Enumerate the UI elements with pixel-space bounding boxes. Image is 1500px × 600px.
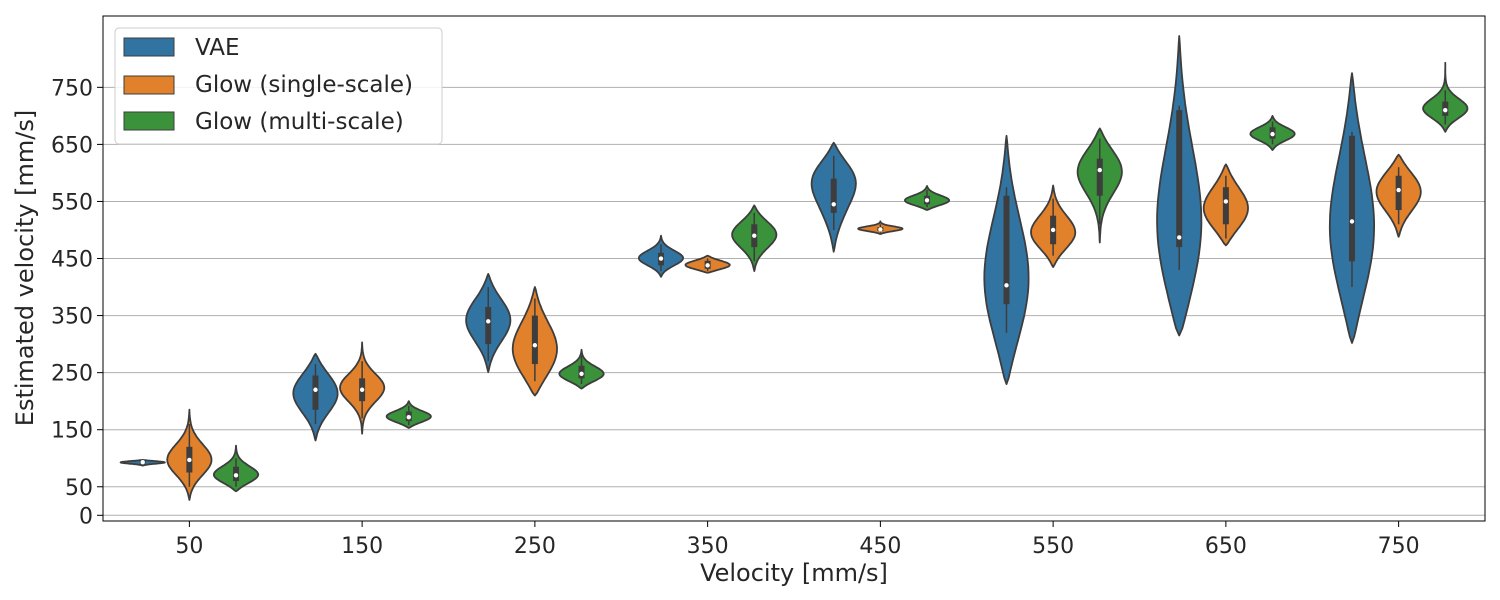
violin-median-dot	[752, 233, 757, 238]
y-tick-label: 750	[51, 76, 93, 101]
violin-median-dot	[532, 343, 538, 348]
violin-median-dot	[313, 387, 318, 392]
violin-median-dot	[658, 256, 664, 261]
x-tick-label: 150	[341, 534, 383, 559]
y-tick-label: 450	[51, 248, 93, 273]
violin-median-dot	[359, 387, 365, 392]
violin-median-dot	[831, 202, 836, 207]
violin-median-dot	[140, 460, 145, 465]
y-tick-label: 50	[65, 476, 93, 501]
violin-iqr-box	[312, 375, 319, 410]
violin-median-dot	[579, 371, 584, 376]
legend-swatch-glow-single-scale	[123, 75, 175, 95]
x-axis-label: Velocity [mm/s]	[700, 559, 888, 587]
y-axis-label: Estimated velocity [mm/s]	[11, 110, 39, 426]
legend-swatch-glow-multi-scale	[123, 111, 175, 131]
x-tick-label: 50	[175, 534, 203, 559]
y-tick-label: 650	[51, 133, 93, 158]
x-tick-label: 550	[1032, 534, 1074, 559]
legend-label-glow-multi-scale: Glow (multi-scale)	[195, 109, 404, 135]
violin-median-dot	[1349, 219, 1355, 224]
violin-median-dot	[878, 227, 883, 232]
violin-iqr-box	[1395, 175, 1402, 211]
violin-median-dot	[1443, 107, 1448, 113]
violin-iqr-box	[1176, 110, 1183, 248]
violin-iqr-box	[1096, 158, 1103, 196]
violin-median-dot	[705, 263, 710, 268]
violin-median-dot	[924, 198, 930, 203]
violin-median-dot	[1004, 283, 1009, 288]
y-tick-label: 0	[79, 504, 93, 529]
legend-label-glow-single-scale: Glow (single-scale)	[195, 72, 413, 98]
violin-median-dot	[1097, 167, 1102, 173]
grid-lines	[103, 86, 1485, 516]
violin-iqr-box	[1003, 195, 1010, 305]
legend-swatch-vae	[123, 37, 175, 57]
y-tick-label: 250	[51, 362, 93, 387]
violin-median-dot	[406, 414, 411, 420]
violin-iqr-box	[1348, 135, 1355, 262]
violin-median-dot	[1177, 235, 1182, 240]
x-tick-label: 650	[1205, 534, 1247, 559]
violin-median-dot	[1396, 187, 1401, 193]
legend-label-vae: VAE	[195, 35, 240, 61]
y-axis-ticks: 0 50 150 250 350 450 550 650 750	[51, 76, 103, 529]
plot-frame	[102, 15, 1486, 522]
violin-median-dot	[1050, 227, 1056, 233]
y-tick-label: 150	[51, 419, 93, 444]
x-tick-label: 750	[1378, 534, 1420, 559]
violin-median-dot	[486, 319, 491, 324]
violin-median-dot	[233, 473, 239, 478]
violin-median-dot	[1223, 199, 1229, 204]
x-tick-label: 350	[687, 534, 729, 559]
violins	[119, 35, 1469, 501]
violin-median-dot	[1270, 131, 1275, 137]
violin-iqr-box	[1222, 187, 1229, 225]
violin-median-dot	[187, 457, 192, 463]
x-tick-label: 250	[514, 534, 556, 559]
violin-iqr-box	[485, 307, 492, 345]
legend: VAE Glow (single-scale) Glow (multi-scal…	[114, 27, 443, 145]
violin-iqr-box	[830, 178, 837, 213]
y-tick-label: 550	[51, 190, 93, 215]
x-axis-ticks: 50 150 250 350 450 550 650 750	[175, 521, 1420, 559]
y-tick-label: 350	[51, 305, 93, 330]
violin-iqr-box	[531, 315, 538, 365]
legend-frame	[114, 27, 443, 145]
x-tick-label: 450	[859, 534, 901, 559]
